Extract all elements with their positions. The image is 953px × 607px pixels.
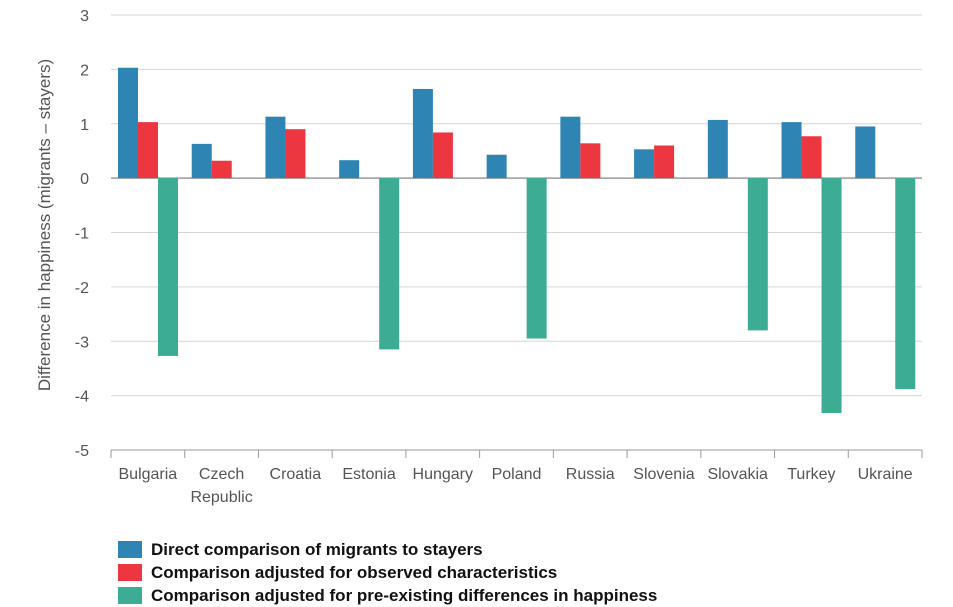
bar	[855, 126, 876, 179]
bar	[895, 178, 916, 390]
bar	[486, 154, 507, 179]
x-axis	[110, 449, 923, 458]
bar	[191, 143, 212, 179]
bar	[526, 178, 547, 339]
y-tick-label: -2	[75, 280, 89, 297]
bar	[801, 136, 822, 179]
x-tick-label: Croatia	[270, 466, 322, 483]
legend-label: Direct comparison of migrants to stayers	[151, 539, 483, 559]
y-tick-label: 2	[80, 62, 89, 79]
bar	[158, 178, 178, 356]
legend-label: Comparison adjusted for pre-existing dif…	[151, 585, 658, 605]
x-tick-label: Estonia	[342, 466, 395, 483]
bar	[432, 132, 453, 179]
bar	[634, 149, 655, 179]
x-tick-label: Czech	[199, 466, 244, 483]
x-tick-label: Turkey	[787, 466, 835, 483]
bar	[707, 119, 728, 179]
x-tick-label: Poland	[492, 466, 542, 483]
y-tick-label: -5	[75, 443, 89, 460]
legend-swatch	[118, 587, 142, 604]
y-tick-label: -1	[75, 226, 89, 243]
legend-label: Comparison adjusted for observed charact…	[151, 562, 558, 582]
bar	[821, 178, 842, 414]
y-tick-label: -3	[75, 334, 89, 351]
y-tick-labels: 3 2 1 0 -1 -2 -3 -4 -5	[75, 8, 89, 460]
bar	[580, 143, 601, 179]
legend-item: Direct comparison of migrants to stayers	[118, 538, 657, 561]
bar	[781, 122, 802, 179]
x-tick-label: Slovenia	[633, 466, 694, 483]
legend-swatch	[118, 541, 142, 558]
bar	[560, 116, 581, 179]
bar	[138, 122, 158, 179]
x-tick-label: Slovakia	[707, 466, 768, 483]
bar	[412, 88, 433, 179]
bars	[118, 67, 916, 414]
gridlines	[111, 14, 922, 451]
bar-chart: 3 2 1 0 -1 -2 -3 -4 -5 Bulgaria Czech Republic Croa…	[35, 8, 923, 506]
legend-item: Comparison adjusted for observed charact…	[118, 561, 657, 584]
bar	[285, 129, 306, 179]
bar	[654, 145, 675, 179]
y-tick-label: 3	[80, 8, 89, 25]
x-tick-label: Russia	[566, 466, 615, 483]
y-axis-label: Difference in happiness (migrants – stay…	[35, 59, 54, 391]
bar	[379, 178, 400, 350]
legend-item: Comparison adjusted for pre-existing dif…	[118, 584, 657, 607]
x-tick-label: Ukraine	[858, 466, 913, 483]
x-tick-labels: Bulgaria Czech Republic Croatia Estonia Hunga…	[119, 466, 913, 506]
y-tick-label: 1	[80, 117, 89, 134]
legend-swatch	[118, 564, 142, 581]
bar	[211, 160, 232, 179]
bar	[339, 160, 360, 179]
x-tick-label: Republic	[190, 489, 252, 506]
x-tick-label: Bulgaria	[119, 466, 178, 483]
bar	[747, 178, 768, 331]
legend: Direct comparison of migrants to stayers…	[118, 538, 657, 607]
x-tick-label: Hungary	[413, 466, 473, 483]
bar	[118, 67, 138, 179]
bar	[265, 116, 286, 179]
y-tick-label: -4	[75, 389, 89, 406]
y-tick-label: 0	[80, 171, 89, 188]
